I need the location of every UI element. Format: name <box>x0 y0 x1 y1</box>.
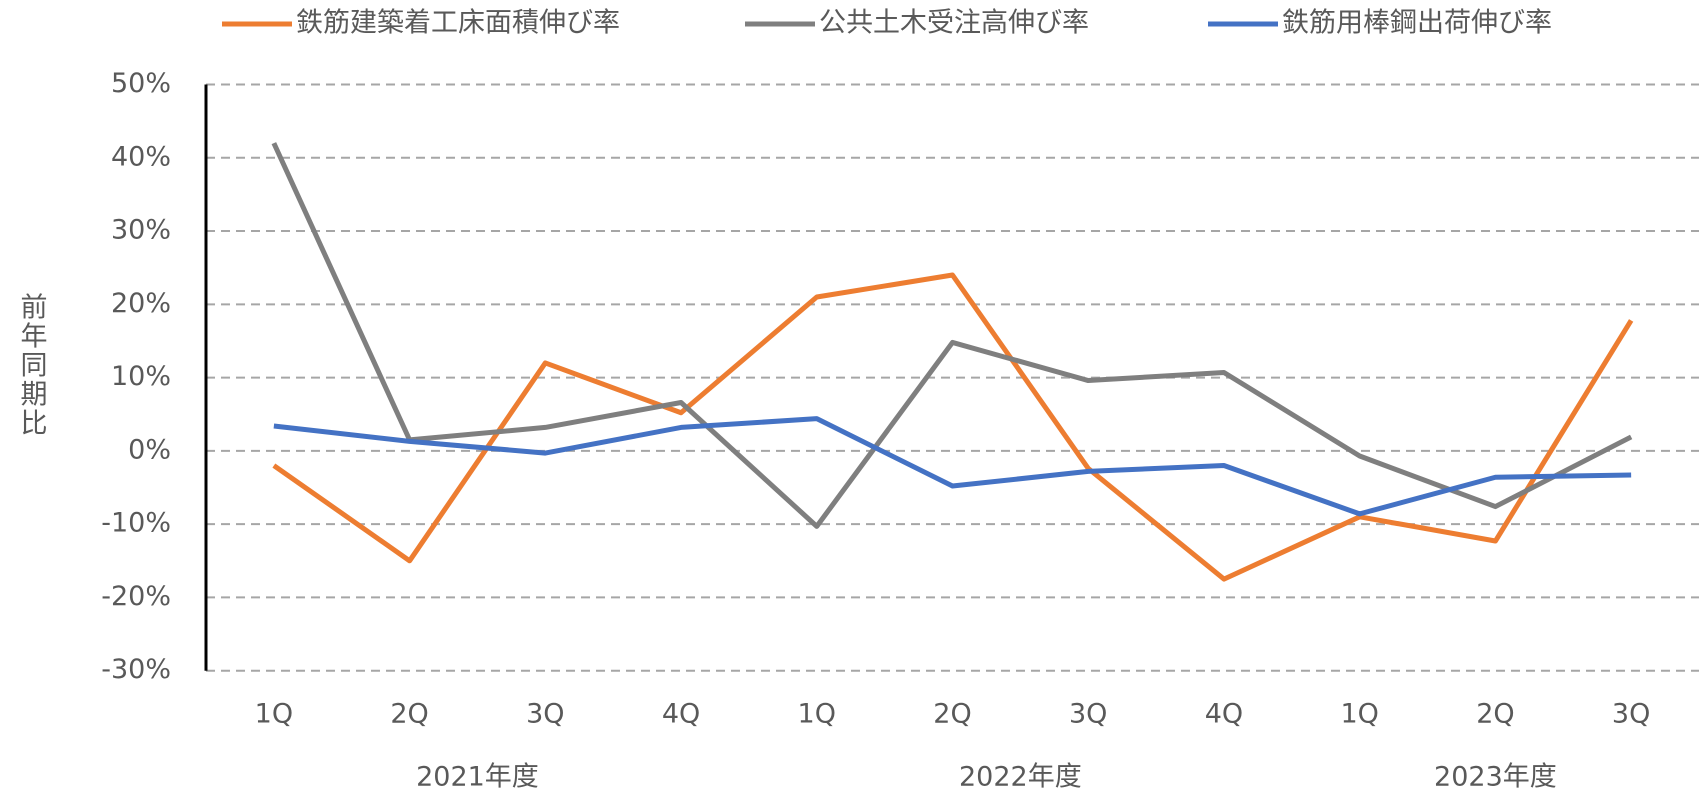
y-tick-label: -30% <box>101 654 171 685</box>
y-tick-label: 10% <box>111 361 171 392</box>
x-tick-label: 2Q <box>1476 699 1514 730</box>
x-tick-label: 2Q <box>933 699 971 730</box>
x-group-label: 2023年度 <box>1434 762 1557 793</box>
y-axis-label: 前年同期比 <box>16 292 47 437</box>
legend-label: 公共土木受注高伸び率 <box>819 8 1089 39</box>
x-tick-label: 3Q <box>1612 699 1650 730</box>
series-line <box>271 142 1633 529</box>
y-tick-label: 30% <box>111 215 171 246</box>
series-line <box>273 416 1632 517</box>
y-tick-label: 0% <box>128 434 171 465</box>
x-tick-label: 4Q <box>1205 699 1243 730</box>
y-tick-label: -10% <box>101 508 171 539</box>
x-tick-label: 3Q <box>526 699 564 730</box>
x-tick-label: 2Q <box>390 699 428 730</box>
x-tick-label: 1Q <box>1340 699 1378 730</box>
x-tick-label: 4Q <box>662 699 700 730</box>
legend-label: 鉄筋建築着工床面積伸び率 <box>296 8 620 39</box>
series-line <box>272 272 1634 582</box>
y-tick-label: 40% <box>111 141 171 172</box>
y-tick-label: 20% <box>111 288 171 319</box>
x-tick-label: 1Q <box>798 699 836 730</box>
y-tick-label: -20% <box>101 581 171 612</box>
legend-label: 鉄筋用棒鋼出荷伸び率 <box>1282 8 1552 39</box>
x-group-label: 2022年度 <box>959 762 1082 793</box>
x-tick-label: 1Q <box>255 699 293 730</box>
x-group-label: 2021年度 <box>416 762 539 793</box>
y-tick-label: 50% <box>111 68 171 99</box>
x-tick-label: 3Q <box>1069 699 1107 730</box>
